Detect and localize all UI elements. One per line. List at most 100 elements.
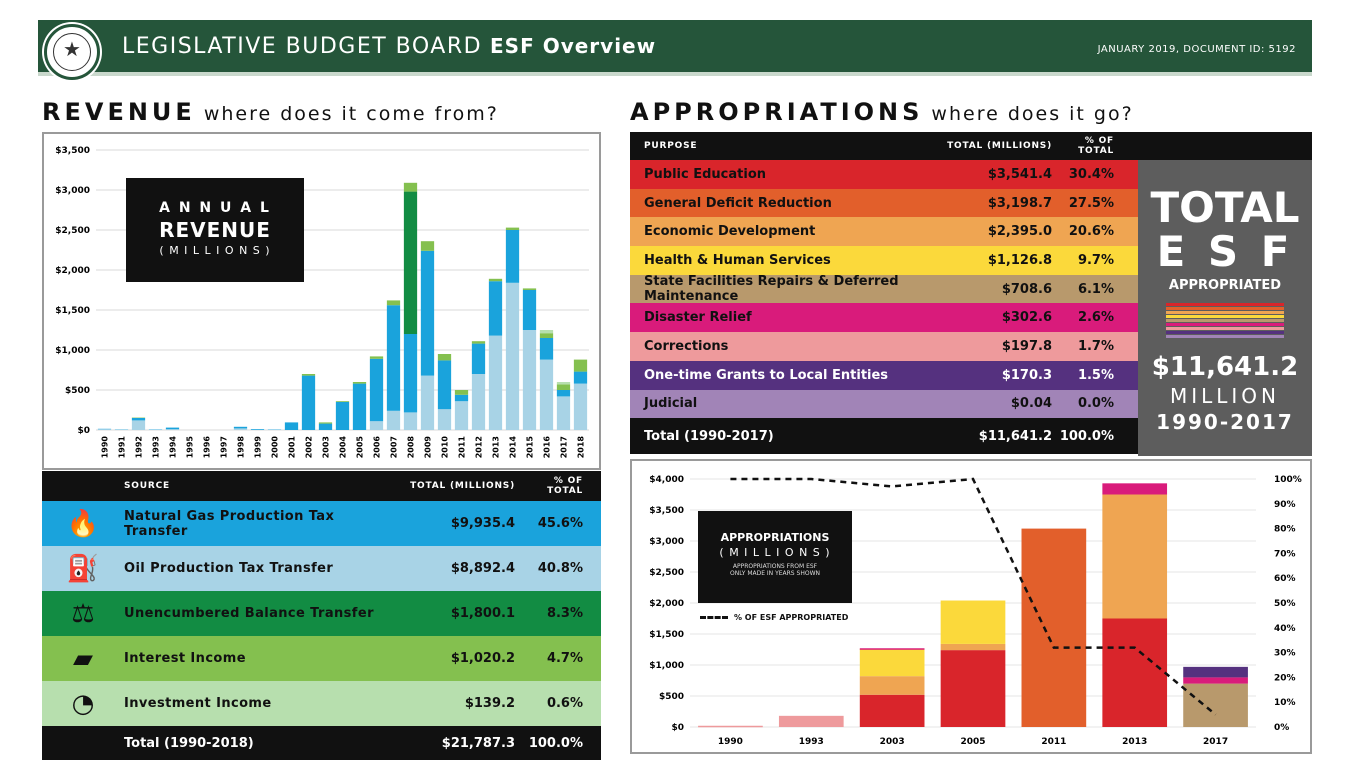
revenue-bar-segment — [539, 330, 554, 334]
revenue-bar-segment — [420, 375, 435, 430]
document-id: JANUARY 2019, DOCUMENT ID: 5192 — [1097, 44, 1296, 55]
approp-bar-segment — [940, 650, 1006, 727]
y-tick-label: $1,000 — [55, 346, 90, 356]
texas-seal-icon: ★ — [44, 24, 100, 80]
x-tick-label: 2005 — [960, 737, 985, 747]
approp-purpose: Judicial — [644, 396, 698, 412]
x-tick-label: 1994 — [169, 436, 178, 459]
y2-tick-label: 10% — [1274, 698, 1296, 708]
source-name: Interest Income — [124, 651, 246, 666]
approp-purpose: Health & Human Services — [644, 252, 831, 268]
approp-total-row: Total (1990-2017) $11,641.2 100.0% — [630, 418, 1138, 455]
revenue-bar-segment — [573, 383, 588, 430]
approp-bar-segment — [940, 643, 1006, 651]
x-tick-label: 1993 — [799, 737, 824, 747]
y2-tick-label: 60% — [1274, 574, 1296, 584]
approp-row: Disaster Relief $302.6 2.6% — [630, 303, 1138, 333]
approp-bar-segment — [859, 694, 925, 727]
source-row: ⛽ Oil Production Tax Transfer $8,892.4 40.8… — [42, 546, 601, 591]
x-tick-label: 2018 — [577, 436, 586, 459]
revenue-bar-segment — [318, 423, 333, 430]
revenue-bar-segment — [97, 429, 112, 430]
x-tick-label: 2014 — [509, 436, 518, 459]
approp-pct: 1.7% — [1077, 338, 1114, 354]
x-tick-label: 1997 — [220, 436, 229, 458]
revenue-bar-segment — [539, 359, 554, 430]
approp-pct: 6.1% — [1077, 281, 1114, 297]
revenue-bar-segment — [488, 281, 503, 336]
revenue-bar-segment — [352, 382, 367, 384]
source-pct: 40.8% — [537, 561, 583, 576]
page-subtitle: ESF Overview — [490, 34, 657, 58]
x-tick-label: 1992 — [135, 436, 144, 458]
approp-header-fill — [1138, 132, 1312, 160]
million-label: MILLION — [1169, 384, 1281, 408]
approp-pct: 2.6% — [1077, 310, 1114, 326]
revenue-bar-segment — [233, 426, 248, 429]
x-tick-label: 2010 — [441, 436, 450, 459]
revenue-bar-segment — [437, 409, 452, 430]
y-tick-label: $3,000 — [55, 186, 90, 196]
approp-purpose: General Deficit Reduction — [644, 195, 832, 211]
y2-tick-label: 0% — [1274, 723, 1289, 733]
approp-pct: 1.5% — [1077, 367, 1114, 383]
y-tick-label: $4,000 — [649, 475, 684, 485]
approp-pct: 30.4% — [1068, 166, 1114, 182]
oil-derrick-icon: ⛽ — [66, 553, 100, 584]
revenue-bar-segment — [522, 288, 537, 290]
revenue-bar-segment — [488, 278, 503, 282]
approp-total: $1,126.8 — [987, 252, 1052, 268]
x-tick-label: 2017 — [560, 436, 569, 458]
revenue-bar-segment — [131, 418, 146, 421]
approp-bar-segment — [1183, 683, 1248, 727]
x-tick-label: 2015 — [526, 436, 535, 459]
approp-total: $197.8 — [1001, 338, 1052, 354]
approp-purpose: One-time Grants to Local Entities — [644, 367, 889, 383]
source-row: ⚖ Unencumbered Balance Transfer $1,800.1 8.… — [42, 591, 601, 636]
source-table-header: SOURCE TOTAL (MILLIONS) % OF TOTAL — [42, 471, 601, 501]
source-name: Oil Production Tax Transfer — [124, 561, 334, 576]
revenue-bar-segment — [573, 359, 588, 372]
revenue-bar-segment — [369, 421, 384, 430]
y-tick-label: $3,000 — [649, 537, 684, 547]
y-tick-label: $1,500 — [649, 630, 684, 640]
approp-row: General Deficit Reduction $3,198.7 27.5% — [630, 188, 1138, 218]
source-pct: 0.6% — [546, 696, 583, 711]
x-tick-label: 2009 — [424, 436, 433, 459]
revenue-bar-segment — [403, 412, 418, 430]
x-tick-label: 1998 — [237, 436, 246, 459]
x-tick-label: 2006 — [373, 436, 382, 459]
approp-total: $170.3 — [1001, 367, 1052, 383]
revenue-bar-segment — [488, 335, 503, 430]
y-tick-label: $2,500 — [649, 568, 684, 578]
x-tick-label: 2003 — [880, 737, 905, 747]
approp-bar-segment — [1102, 494, 1168, 619]
line-legend: % OF ESF APPROPRIATED — [700, 613, 848, 622]
approp-pct: 0.0% — [1077, 396, 1114, 412]
page-title: LEGISLATIVE BUDGET BOARD — [122, 34, 483, 59]
revenue-bar-segment — [556, 390, 571, 397]
y-tick-label: $500 — [65, 386, 90, 396]
source-total: $1,020.2 — [450, 651, 515, 666]
y-tick-label: $2,000 — [55, 266, 90, 276]
appropriations-chart: $0 $500 $1,000 $1,500 $2,000 $2,500 $3,000 $3,5… — [630, 459, 1312, 754]
revenue-bar-segment — [437, 354, 452, 361]
total-amount: $11,641.2 — [1151, 352, 1299, 382]
approp-table-header: PURPOSE TOTAL (MILLIONS) % OF TOTAL — [630, 132, 1138, 160]
y2-tick-label: 80% — [1274, 525, 1296, 535]
y-tick-label: $0 — [77, 426, 90, 436]
revenue-bar-segment — [318, 422, 333, 424]
balance-scale-icon: ⚖ — [71, 598, 95, 629]
revenue-bar-segment — [522, 330, 537, 430]
approp-total: $2,395.0 — [987, 224, 1052, 240]
revenue-bar-segment — [573, 371, 588, 384]
pct-appropriated-line — [730, 477, 1217, 716]
revenue-bar-segment — [505, 230, 520, 283]
revenue-bar-segment — [505, 282, 520, 430]
approp-purpose: State Facilities Repairs & Deferred Main… — [644, 274, 899, 305]
revenue-bar-segment — [386, 410, 401, 430]
approp-total: $302.6 — [1001, 310, 1052, 326]
revenue-bar-segment — [369, 356, 384, 359]
approp-row: Economic Development $2,395.0 20.6% — [630, 217, 1138, 247]
x-tick-label: 2013 — [1122, 737, 1147, 747]
